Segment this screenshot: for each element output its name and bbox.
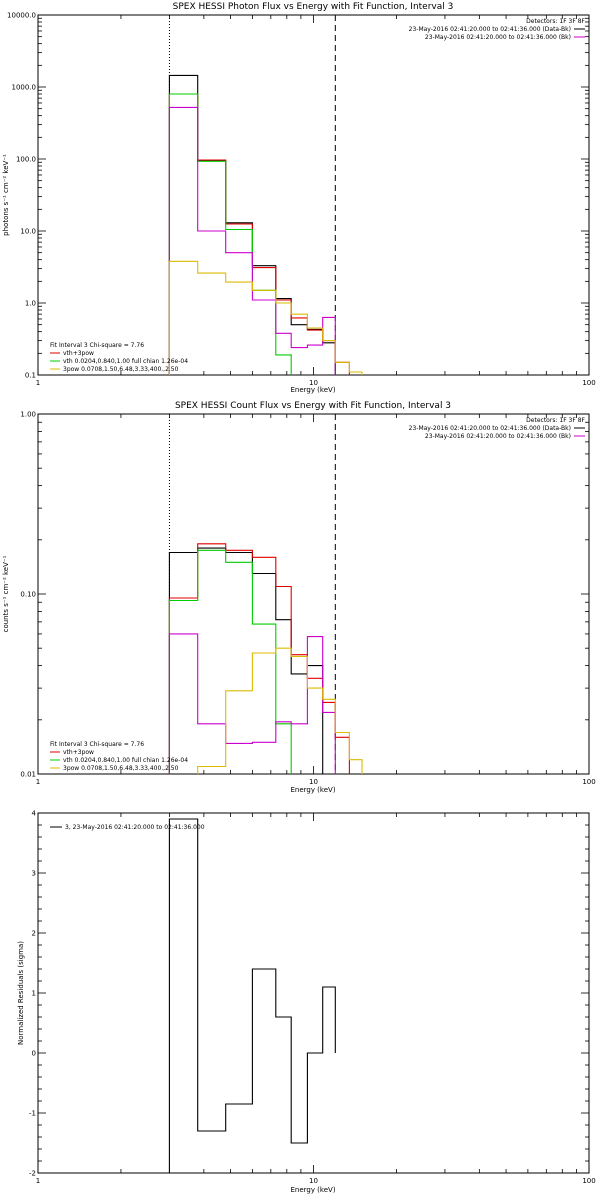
photon-flux-plot-frame: [37, 14, 590, 376]
residuals-plot-frame: [37, 812, 590, 1174]
residuals-x-tick-label: 10: [309, 1177, 318, 1185]
residuals-y-tick-label: -1: [29, 1110, 36, 1118]
count-flux-series-4: [197, 647, 363, 774]
count-flux-legend-topright-text: 23-May-2016 02:41:20.000 to 02:41:36.000…: [425, 433, 571, 440]
photon-flux-legend-bottomleft-text: Fit Interval 3 Chi-square = 7.76: [50, 342, 144, 349]
count-flux-xlabel: Energy (keV): [290, 786, 335, 794]
residuals-y-tick-label: 2: [32, 930, 36, 938]
photon-flux-y-tick-label: 1.0: [25, 300, 36, 308]
residuals-x-tick-label: 1: [36, 1177, 40, 1185]
photon-flux-y-tick-label: 10.0: [20, 228, 36, 236]
photon-flux-legend-topright-text: 23-May-2016 02:41:20.000 to 02:41:36.000…: [425, 34, 571, 41]
residuals-panel: Energy (keV) Normalized Residuals (sigma…: [17, 810, 596, 1195]
count-flux-legend-bottomleft-text: 3pow 0.0708,1.50,6.48,3.33,400.,2.50: [63, 765, 179, 772]
photon-flux-legend-bottomleft-text: vth+3pow: [63, 350, 94, 357]
photon-flux-legend-topright-text: Detectors: 1F 3F 8F: [526, 18, 585, 25]
photon-flux-ylabel: photons s⁻¹ cm⁻² keV⁻¹: [2, 154, 10, 236]
residuals-legend-topleft-text: 3, 23-May-2016 02:41:20.000 to 02:41:36.…: [65, 824, 205, 831]
count-flux-y-tick-label: 0.01: [20, 771, 36, 779]
count-flux-legend-bottomleft-text: vth 0.0204,0.840,1.00 full chian 1.26e-0…: [63, 757, 188, 764]
count-flux-x-tick-label: 100: [582, 778, 595, 786]
count-flux-ylabel: counts s⁻¹ cm⁻² keV⁻¹: [2, 555, 10, 632]
residuals-y-tick-label: 1: [32, 990, 36, 998]
count-flux-legend-bottomleft-text: Fit Interval 3 Chi-square = 7.76: [50, 741, 144, 748]
count-flux-y-tick-label: 0.10: [20, 591, 36, 599]
count-flux-title: SPEX HESSI Count Flux vs Energy with Fit…: [175, 401, 451, 411]
residuals-xlabel: Energy (keV): [290, 1186, 335, 1194]
photon-flux-series-4: [168, 260, 363, 375]
photon-flux-x-tick-label: 10: [309, 379, 318, 387]
photon-flux-title: SPEX HESSI Photon Flux vs Energy with Fi…: [173, 2, 454, 12]
count-flux-plot-frame: [37, 413, 590, 775]
photon-flux-y-tick-label: 10000.0: [7, 12, 36, 20]
photon-flux-x-tick-label: 1: [36, 379, 40, 387]
count-flux-y-tick-label: 1.00: [20, 411, 36, 419]
count-flux-legend-topright-text: 23-May-2016 02:41:20.000 to 02:41:36.000…: [409, 425, 571, 432]
count-flux-series-1: [168, 543, 350, 774]
photon-flux-legend-bottomleft-text: 3pow 0.0708,1.50,6.48,3.33,400.,2.50: [63, 366, 179, 373]
photon-flux-y-tick-label: 100.0: [16, 156, 36, 164]
photon-flux-legend-bottomleft-text: vth 0.0204,0.840,1.00 full chian 1.26e-0…: [63, 358, 188, 365]
residuals-x-tick-label: 100: [582, 1177, 595, 1185]
count-flux-legend-topright-text: Detectors: 1F 3F 8F: [526, 417, 585, 424]
count-flux-series-3: [168, 633, 336, 774]
count-flux-legend-bottomleft-text: vth+3pow: [63, 749, 94, 756]
residuals-y-tick-label: 0: [32, 1050, 36, 1058]
photon-flux-xlabel: Energy (keV): [290, 386, 335, 394]
photon-flux-series-2: [168, 93, 292, 375]
count-flux-series-2: [168, 549, 292, 774]
photon-flux-panel: SPEX HESSI Photon Flux vs Energy with Fi…: [2, 2, 596, 394]
residuals-ylabel: Normalized Residuals (sigma): [17, 941, 25, 1045]
count-flux-x-tick-label: 1: [36, 778, 40, 786]
residuals-y-tick-label: 3: [32, 870, 36, 878]
photon-flux-legend-topright-text: 23-May-2016 02:41:20.000 to 02:41:36.000…: [409, 26, 571, 33]
residuals-y-tick-label: -2: [29, 1170, 36, 1178]
photon-flux-x-tick-label: 100: [582, 379, 595, 387]
count-flux-x-tick-label: 10: [309, 778, 318, 786]
residuals-series-0: [168, 818, 336, 1173]
photon-flux-y-tick-label: 1000.0: [12, 84, 37, 92]
count-flux-panel: SPEX HESSI Count Flux vs Energy with Fit…: [2, 401, 596, 794]
photon-flux-y-tick-label: 0.1: [25, 372, 36, 380]
residuals-y-tick-label: 4: [32, 810, 37, 818]
